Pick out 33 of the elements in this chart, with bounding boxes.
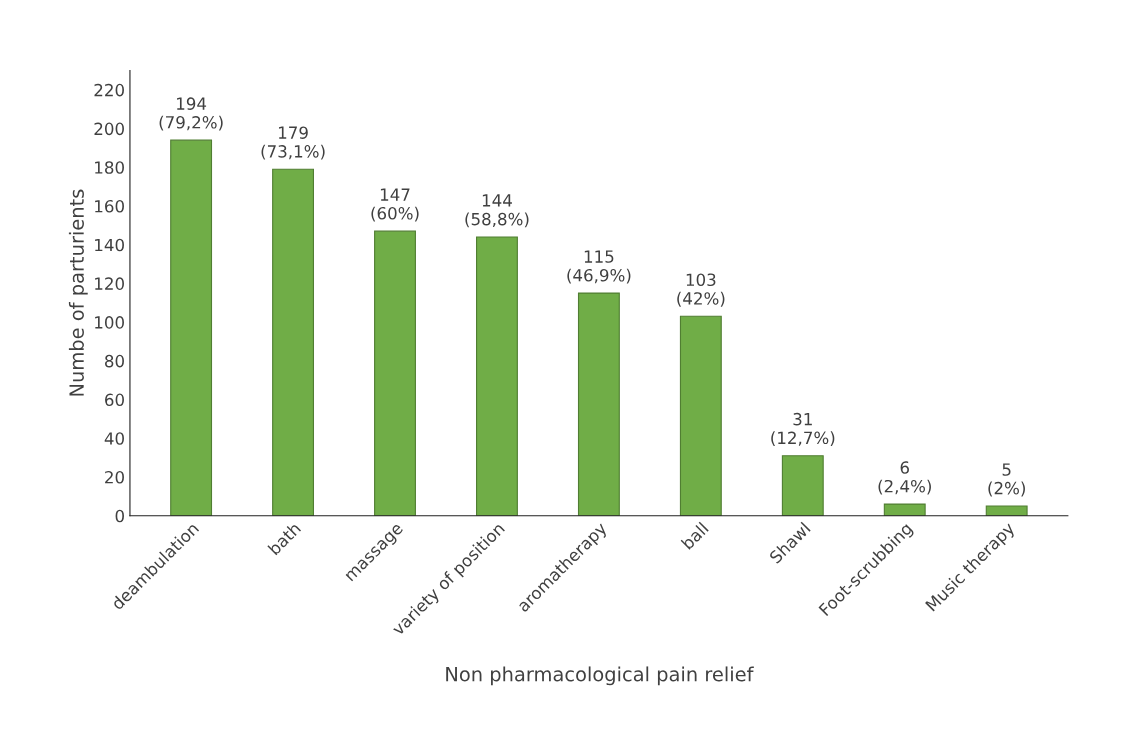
- bar: [272, 168, 315, 516]
- data-label: 5 (2%): [988, 463, 1025, 497]
- x-axis-title: Non pharmacological pain relief: [446, 666, 754, 686]
- data-label: 179 (73,1%): [261, 126, 325, 160]
- y-tick-label: 200: [94, 122, 124, 136]
- data-label: 103 (42%): [677, 273, 725, 307]
- x-tick-label: ball: [680, 521, 709, 550]
- bar: [374, 230, 416, 516]
- bar: [476, 236, 518, 516]
- bar: [577, 292, 620, 516]
- y-tick-label: 140: [95, 238, 124, 252]
- bar: [781, 455, 824, 516]
- bar: [170, 139, 213, 516]
- y-tick-label: 120: [95, 277, 124, 290]
- y-tick-label: 100: [95, 316, 124, 329]
- bar: [883, 503, 926, 516]
- data-label: 144 (58,8%): [465, 194, 529, 228]
- y-tick-label: 160: [95, 199, 124, 213]
- y-axis-title: Numbe of parturients: [68, 189, 88, 396]
- y-tick-label: 180: [95, 161, 124, 174]
- y-tick-label: 0: [115, 509, 124, 523]
- y-tick-label: 20: [105, 470, 124, 484]
- y-tick-label: 80: [105, 354, 124, 368]
- y-tick-label: 40: [104, 432, 124, 445]
- bar: [985, 505, 1028, 516]
- data-label: 147 (60%): [371, 188, 419, 222]
- data-label: 115 (46,9%): [567, 250, 631, 284]
- bar: [679, 315, 722, 516]
- y-tick-label: 220: [94, 83, 124, 97]
- data-label: 194 (79,2%): [159, 97, 223, 131]
- data-label: 6 (2,4%): [878, 461, 931, 495]
- data-label: 31 (12,7%): [771, 412, 835, 447]
- y-tick-label: 60: [105, 393, 124, 407]
